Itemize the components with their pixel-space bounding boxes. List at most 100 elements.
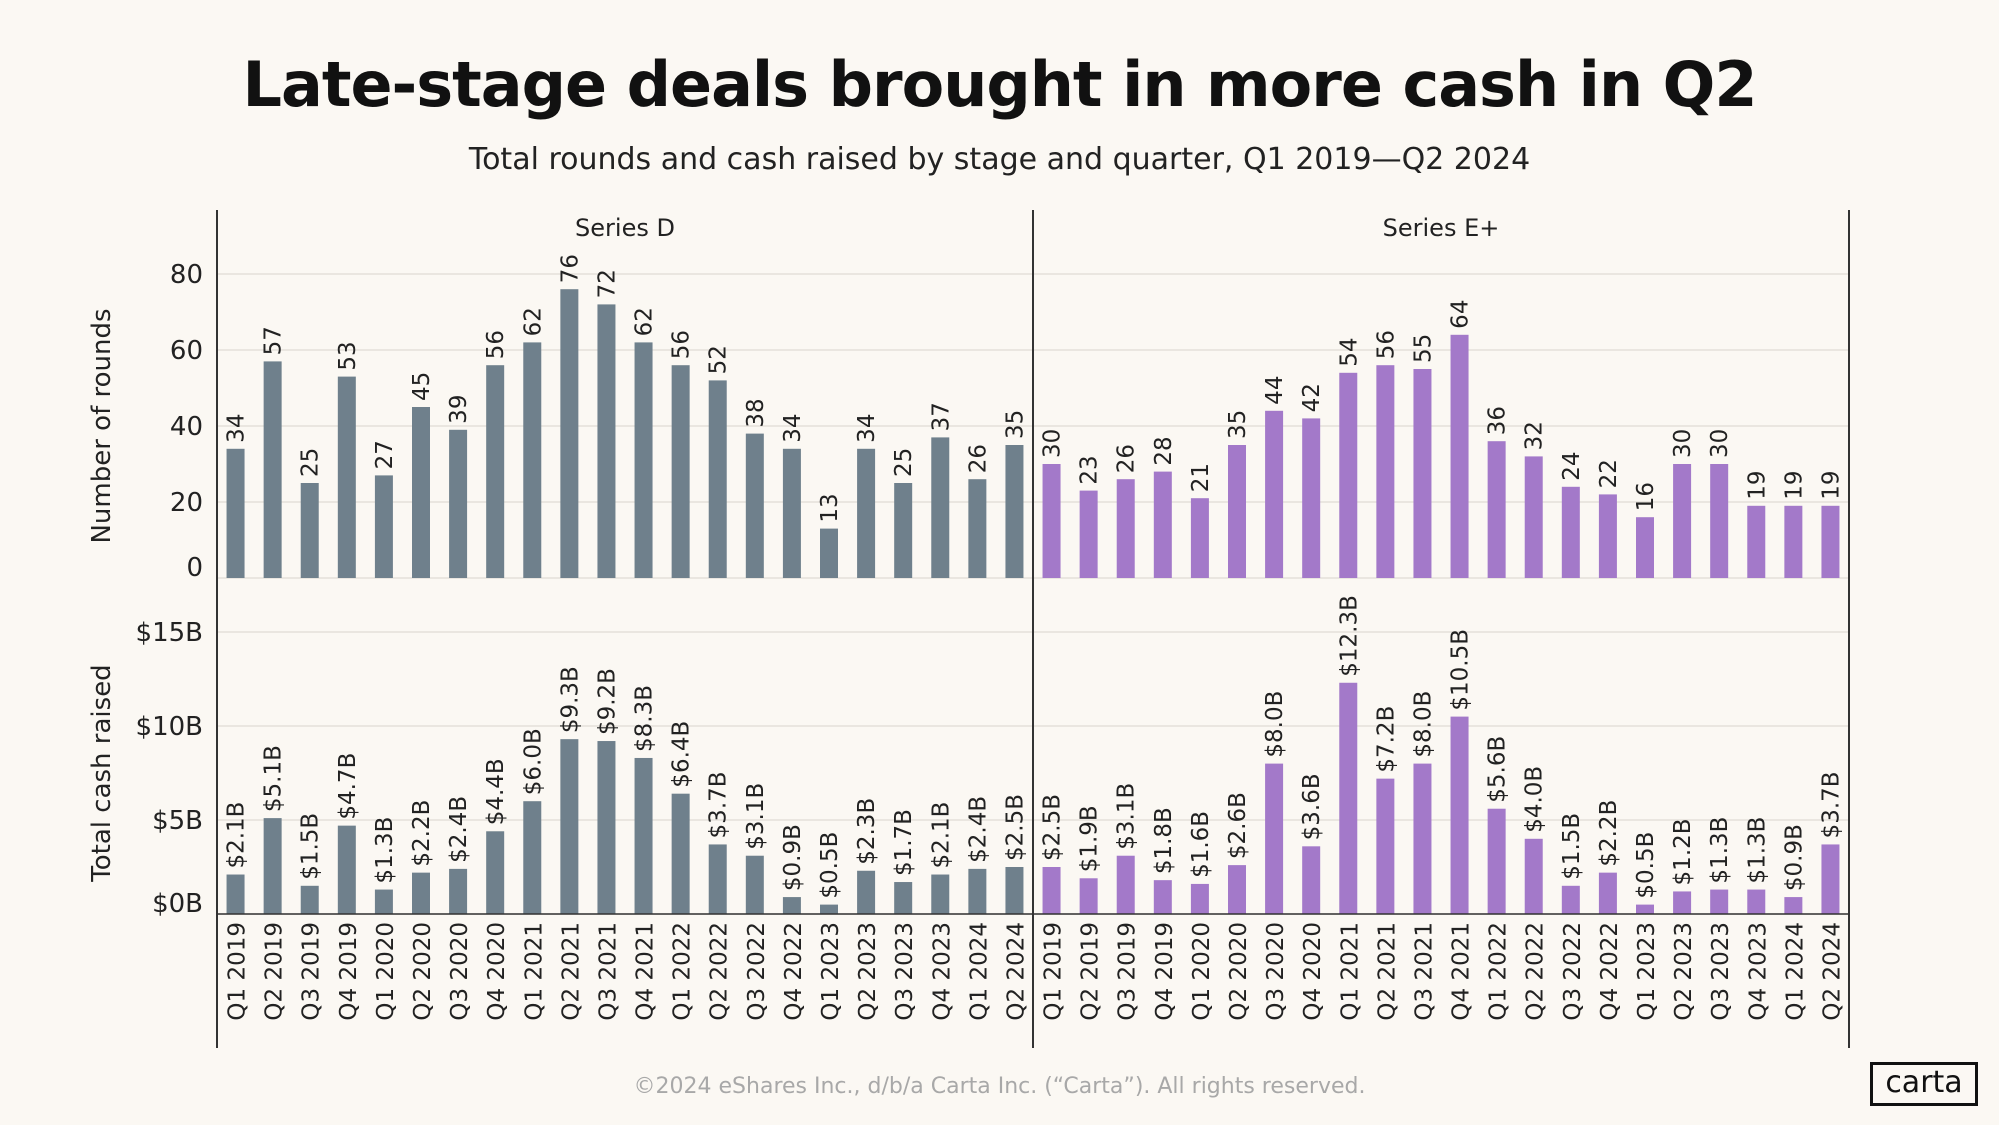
x-tick-label: Q4 2022 xyxy=(781,922,807,1021)
rounds-bar xyxy=(782,448,801,578)
data-label: $3.1B xyxy=(1114,783,1140,850)
rounds-bar xyxy=(1153,471,1172,578)
cash-bar xyxy=(745,855,764,914)
x-tick-label: Q2 2019 xyxy=(262,922,288,1021)
rounds-bar xyxy=(1339,372,1358,578)
cash-bar xyxy=(1376,778,1395,914)
rounds-bar xyxy=(1450,334,1469,578)
data-label: 56 xyxy=(1373,330,1399,359)
y-tick-label: $5B xyxy=(152,806,203,836)
rounds-bar xyxy=(1302,418,1321,578)
rounds-bar xyxy=(1116,479,1135,578)
data-label: $2.5B xyxy=(1002,794,1028,861)
rounds-bar xyxy=(634,342,653,578)
cash-bar xyxy=(1228,865,1246,914)
data-label: 16 xyxy=(1633,482,1659,511)
data-label: $4.0B xyxy=(1522,766,1548,833)
data-label: $3.7B xyxy=(1818,771,1844,838)
rounds-bar xyxy=(820,528,838,578)
x-tick-label: Q1 2021 xyxy=(1337,922,1363,1021)
y-tick-label: 20 xyxy=(170,488,203,518)
rounds-bar xyxy=(1561,486,1580,578)
x-tick-label: Q3 2019 xyxy=(1115,922,1141,1021)
data-label: $5.6B xyxy=(1485,736,1511,803)
cash-bar xyxy=(1636,904,1654,914)
rounds-bar xyxy=(708,380,727,578)
cash-bar xyxy=(1710,889,1729,914)
data-label: $1.5B xyxy=(1559,813,1585,880)
x-tick-label: Q2 2020 xyxy=(410,922,436,1021)
x-tick-label: Q3 2022 xyxy=(1560,922,1586,1021)
data-label: 45 xyxy=(409,372,435,401)
y-tick-label: 60 xyxy=(170,336,203,366)
data-label: $2.3B xyxy=(854,798,880,865)
cash-bar xyxy=(523,801,542,914)
cash-bar xyxy=(449,868,468,914)
x-tick-label: Q3 2022 xyxy=(744,922,770,1021)
x-tick-label: Q3 2021 xyxy=(1411,922,1437,1021)
x-tick-label: Q4 2021 xyxy=(1449,922,1475,1021)
data-label: 64 xyxy=(1448,300,1474,329)
data-label: $9.2B xyxy=(594,668,620,735)
data-label: $2.2B xyxy=(1596,800,1622,867)
x-tick-label: Q2 2021 xyxy=(1374,922,1400,1021)
data-label: 26 xyxy=(965,444,991,473)
data-label: 24 xyxy=(1559,452,1585,481)
cash-bar xyxy=(1673,891,1692,914)
data-label: 21 xyxy=(1188,463,1214,492)
x-tick-label: Q2 2023 xyxy=(855,922,881,1021)
data-label: 25 xyxy=(298,448,324,477)
cash-bar xyxy=(1784,897,1803,914)
data-label: 55 xyxy=(1410,334,1436,363)
data-label: 22 xyxy=(1596,459,1622,488)
cash-bar xyxy=(1302,846,1321,914)
x-tick-label: Q1 2022 xyxy=(670,922,696,1021)
cash-bar xyxy=(894,882,913,914)
rounds-bar xyxy=(1487,441,1506,578)
data-label: 76 xyxy=(557,254,583,283)
data-label: $1.7B xyxy=(891,809,917,876)
cash-bar xyxy=(671,793,690,914)
data-label: $3.1B xyxy=(743,783,769,850)
y-tick-label: 0 xyxy=(186,553,203,583)
rounds-bar xyxy=(1636,517,1654,578)
rounds-bar xyxy=(523,342,542,578)
data-label: 35 xyxy=(1002,410,1028,439)
data-label: $8.0B xyxy=(1410,691,1436,758)
x-tick-label: Q4 2021 xyxy=(633,922,659,1021)
cash-bar xyxy=(1747,889,1766,914)
data-label: 32 xyxy=(1522,421,1548,450)
rounds-bar xyxy=(560,289,579,578)
data-label: 44 xyxy=(1262,376,1288,405)
rounds-bar xyxy=(1413,369,1432,578)
x-tick-label: Q4 2019 xyxy=(336,922,362,1021)
data-label: $0.9B xyxy=(780,824,806,891)
rounds-bar xyxy=(1005,445,1024,578)
x-tick-label: Q1 2023 xyxy=(818,922,844,1021)
chart-title: Late-stage deals brought in more cash in… xyxy=(242,48,1757,121)
y-axis-title: Number of rounds xyxy=(87,308,117,543)
cash-bar xyxy=(486,831,505,914)
carta-logo: carta xyxy=(1870,1062,1978,1106)
data-label: $1.2B xyxy=(1670,818,1696,885)
cash-bar xyxy=(337,825,356,914)
data-label: 13 xyxy=(817,493,843,522)
cash-bar xyxy=(1487,808,1506,914)
x-tick-label: Q3 2020 xyxy=(447,922,473,1021)
cash-bar xyxy=(1190,883,1209,914)
data-label: 52 xyxy=(706,345,732,374)
x-tick-label: Q1 2019 xyxy=(1041,922,1067,1021)
rounds-bar xyxy=(449,429,468,578)
rounds-bar xyxy=(1376,365,1395,578)
rounds-bar xyxy=(1821,505,1840,578)
facet-label: Series E+ xyxy=(1383,214,1500,242)
data-label: $6.4B xyxy=(669,721,695,788)
data-label: 38 xyxy=(743,398,769,427)
data-label: $3.7B xyxy=(706,771,732,838)
x-tick-label: Q3 2021 xyxy=(595,922,621,1021)
rounds-bar xyxy=(486,365,505,578)
rounds-bar xyxy=(1228,445,1246,578)
data-label: $2.2B xyxy=(409,800,435,867)
x-tick-label: Q4 2019 xyxy=(1152,922,1178,1021)
cash-bar xyxy=(857,870,876,914)
